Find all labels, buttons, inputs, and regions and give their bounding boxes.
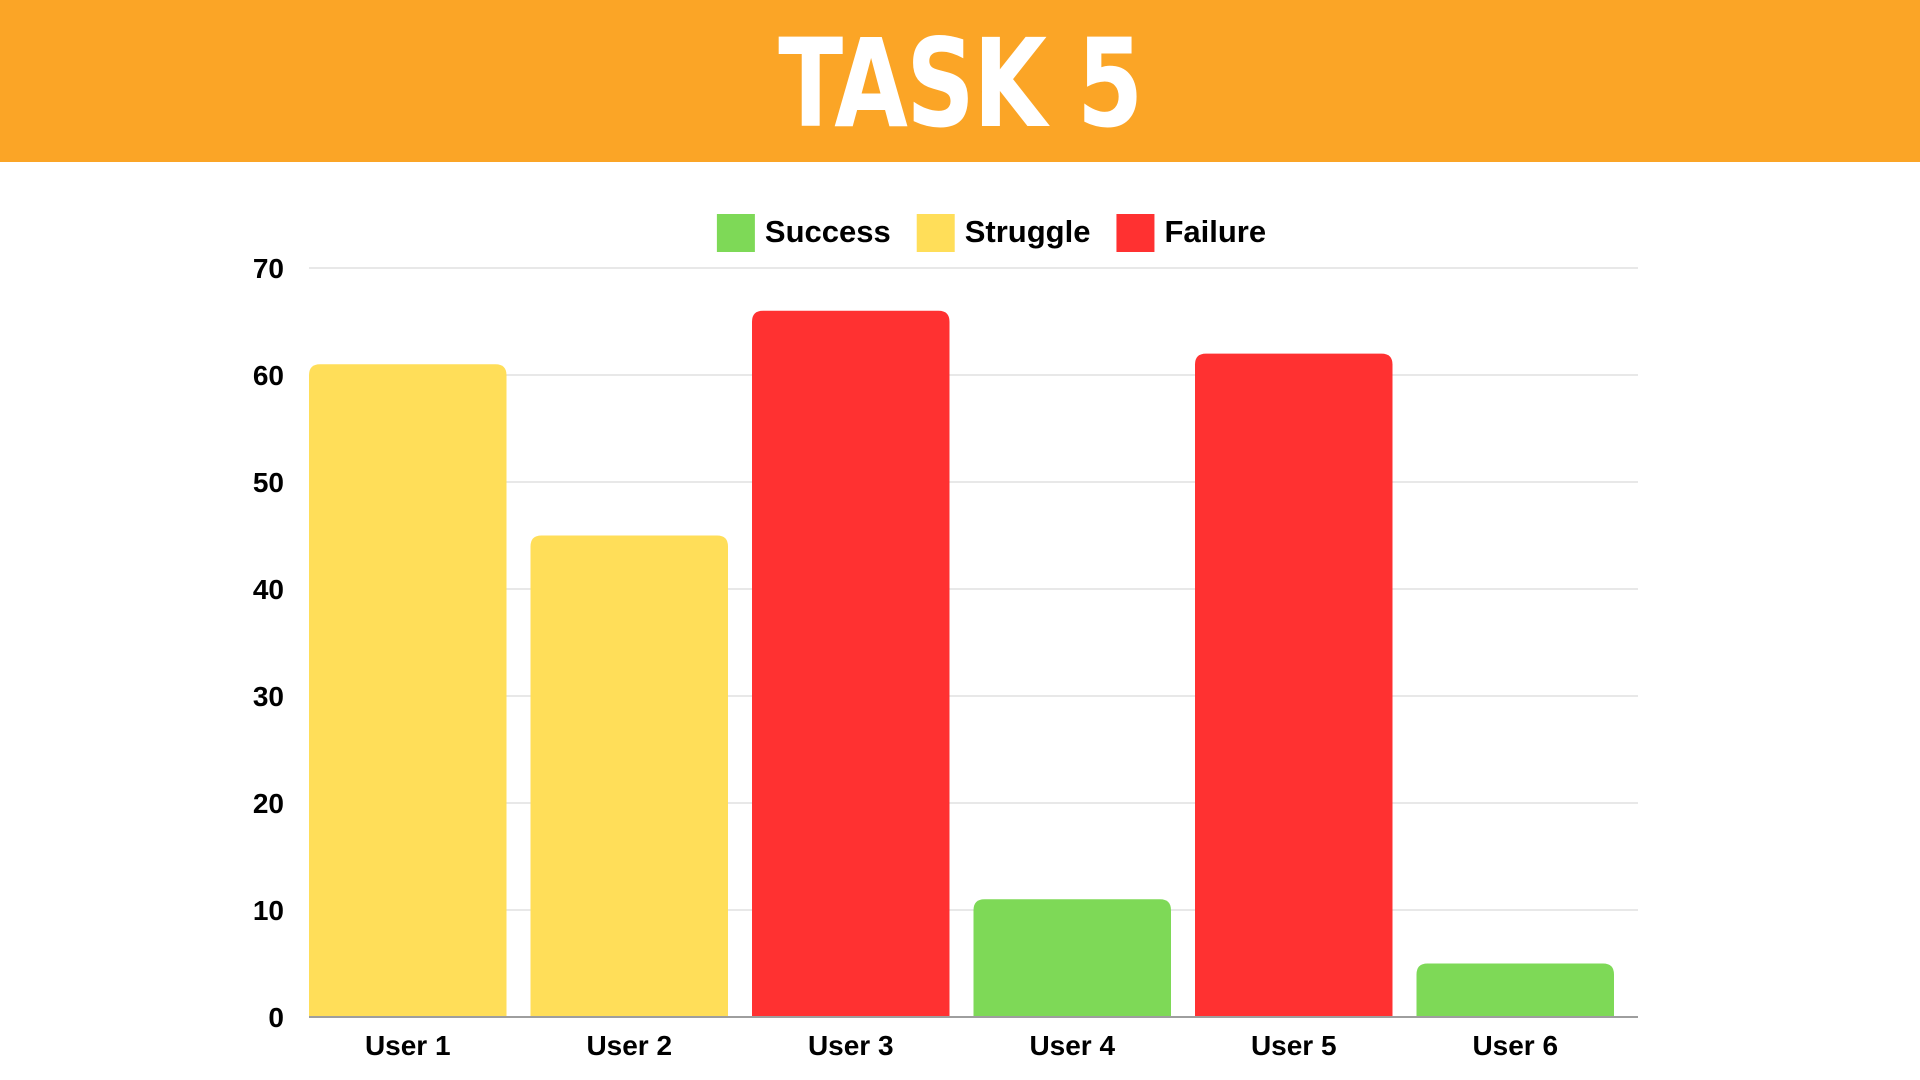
legend-label-struggle: Struggle bbox=[965, 214, 1091, 249]
y-tick-label: 50 bbox=[253, 467, 284, 498]
legend-label-failure: Failure bbox=[1164, 214, 1266, 249]
chart-gridlines bbox=[309, 267, 1638, 1018]
y-tick-label: 20 bbox=[253, 788, 284, 819]
x-tick-label: User 6 bbox=[1472, 1030, 1558, 1061]
y-tick-label: 70 bbox=[253, 253, 284, 284]
legend-label-success: Success bbox=[765, 214, 891, 249]
bar-user-5 bbox=[1195, 353, 1393, 1017]
bar-user-4 bbox=[973, 899, 1171, 1016]
x-tick-label: User 2 bbox=[586, 1030, 672, 1061]
y-axis-ticks: 0 10 20 30 40 50 60 70 bbox=[253, 253, 284, 1033]
legend-swatch-struggle bbox=[916, 214, 955, 252]
y-tick-label: 10 bbox=[253, 895, 284, 926]
y-tick-label: 0 bbox=[268, 1002, 284, 1033]
bar-user-2 bbox=[530, 535, 728, 1016]
bar-user-6 bbox=[1416, 963, 1614, 1016]
header-banner: TASK 5 bbox=[0, 0, 1920, 162]
chart-bars bbox=[309, 310, 1614, 1017]
legend-swatch-success bbox=[716, 214, 755, 252]
chart-legend: Success Struggle Failure bbox=[716, 214, 1266, 252]
legend-swatch-failure bbox=[1116, 214, 1155, 252]
page-title: TASK 5 bbox=[778, 13, 1143, 155]
bar-user-3 bbox=[752, 310, 950, 1016]
y-tick-label: 40 bbox=[253, 574, 284, 605]
x-tick-label: User 5 bbox=[1251, 1030, 1337, 1061]
y-tick-label: 30 bbox=[253, 681, 284, 712]
x-tick-label: User 4 bbox=[1029, 1030, 1115, 1061]
bar-user-1 bbox=[309, 364, 507, 1016]
x-tick-label: User 3 bbox=[808, 1030, 894, 1061]
x-axis-ticks: User 1 User 2 User 3 User 4 User 5 User 6 bbox=[365, 1030, 1558, 1061]
y-tick-label: 60 bbox=[253, 360, 284, 391]
x-tick-label: User 1 bbox=[365, 1030, 451, 1061]
